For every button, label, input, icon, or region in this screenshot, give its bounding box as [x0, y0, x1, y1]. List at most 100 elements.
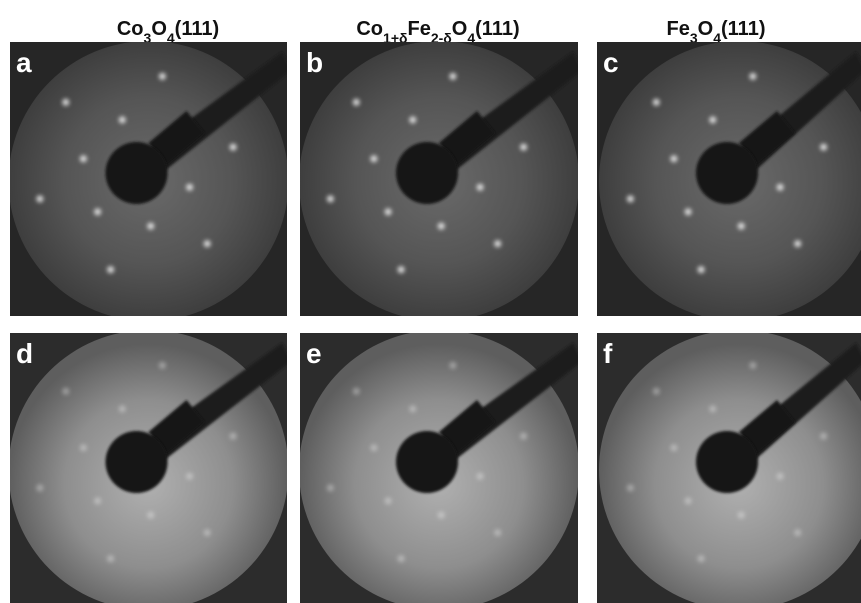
spot — [107, 555, 114, 562]
spot — [738, 223, 745, 230]
title-text: Co — [356, 18, 383, 40]
spot — [159, 362, 166, 369]
sample-holder — [106, 431, 168, 493]
spot — [409, 405, 416, 412]
spot — [698, 266, 705, 273]
spot — [353, 388, 360, 395]
title-text: (111) — [721, 18, 765, 40]
spot — [186, 184, 193, 191]
column-titles: Co3O4(111) Co1+δFe2-δO4(111) Fe3O4(111) — [117, 18, 766, 46]
spot — [494, 240, 501, 247]
spot — [709, 405, 716, 412]
spot — [107, 266, 114, 273]
spot — [709, 116, 716, 123]
leed-pattern: c — [597, 41, 861, 321]
spot — [520, 433, 527, 440]
image — [9, 41, 293, 321]
sample-holder — [396, 142, 458, 204]
spot — [80, 444, 87, 451]
spot — [653, 99, 660, 106]
spot — [409, 116, 416, 123]
title-text: Fe — [667, 18, 690, 40]
spot — [327, 195, 334, 202]
sample-holder — [696, 431, 758, 493]
panel-label: d — [16, 338, 33, 369]
spot — [670, 444, 677, 451]
leed-pattern: b — [299, 41, 583, 321]
title-text: (111) — [175, 18, 219, 40]
figure: Co3O4(111) Co1+δFe2-δO4(111) Fe3O4(111) a b… — [0, 0, 861, 603]
spot — [370, 444, 377, 451]
spot — [670, 155, 677, 162]
spot — [230, 433, 237, 440]
spot — [204, 240, 211, 247]
spot — [685, 208, 692, 215]
spot — [477, 473, 484, 480]
panel-label: b — [306, 47, 323, 78]
spot — [449, 362, 456, 369]
spot — [62, 388, 69, 395]
spot — [777, 184, 784, 191]
spot — [119, 116, 126, 123]
spot — [147, 223, 154, 230]
spot — [794, 529, 801, 536]
spot — [62, 99, 69, 106]
spot — [327, 484, 334, 491]
spot — [80, 155, 87, 162]
spot — [653, 388, 660, 395]
spot — [36, 195, 43, 202]
column-title: Co3O4(111) — [117, 18, 219, 46]
spot — [698, 555, 705, 562]
spot — [820, 433, 827, 440]
column-title: Co1+δFe2-δO4(111) — [356, 18, 519, 46]
sample-holder — [696, 142, 758, 204]
spot — [94, 208, 101, 215]
panel-label: e — [306, 338, 322, 369]
sample-holder — [106, 142, 168, 204]
title-text: Co — [117, 18, 144, 40]
image — [299, 41, 583, 321]
leed-pattern: a — [9, 41, 293, 321]
spot — [230, 144, 237, 151]
spot — [119, 405, 126, 412]
spot — [438, 512, 445, 519]
spot — [520, 144, 527, 151]
spot — [749, 73, 756, 80]
leed-pattern: d — [9, 330, 293, 603]
spot — [738, 512, 745, 519]
spot — [777, 473, 784, 480]
spot — [398, 266, 405, 273]
leed-pattern: e — [299, 330, 583, 603]
spot — [186, 473, 193, 480]
image — [9, 330, 293, 603]
sample-holder — [396, 431, 458, 493]
title-text: (111) — [475, 18, 519, 40]
spot — [477, 184, 484, 191]
title-text: O — [452, 18, 468, 40]
leed-pattern: f — [597, 330, 861, 603]
title-text: O — [151, 18, 167, 40]
spot — [449, 73, 456, 80]
spot — [398, 555, 405, 562]
title-text: Fe — [407, 18, 430, 40]
column-title: Fe3O4(111) — [667, 18, 766, 46]
spot — [627, 484, 634, 491]
spot — [685, 497, 692, 504]
spot — [385, 497, 392, 504]
spot — [385, 208, 392, 215]
spot — [204, 529, 211, 536]
spot — [494, 529, 501, 536]
spot — [794, 240, 801, 247]
title-text: O — [698, 18, 714, 40]
spot — [627, 195, 634, 202]
spot — [353, 99, 360, 106]
image — [597, 330, 861, 603]
spot — [147, 512, 154, 519]
panel-label: f — [603, 338, 613, 369]
spot — [820, 144, 827, 151]
panels: a b c d e f — [9, 41, 861, 603]
panel-label: a — [16, 47, 32, 78]
image — [299, 330, 583, 603]
panel-label: c — [603, 47, 619, 78]
spot — [749, 362, 756, 369]
